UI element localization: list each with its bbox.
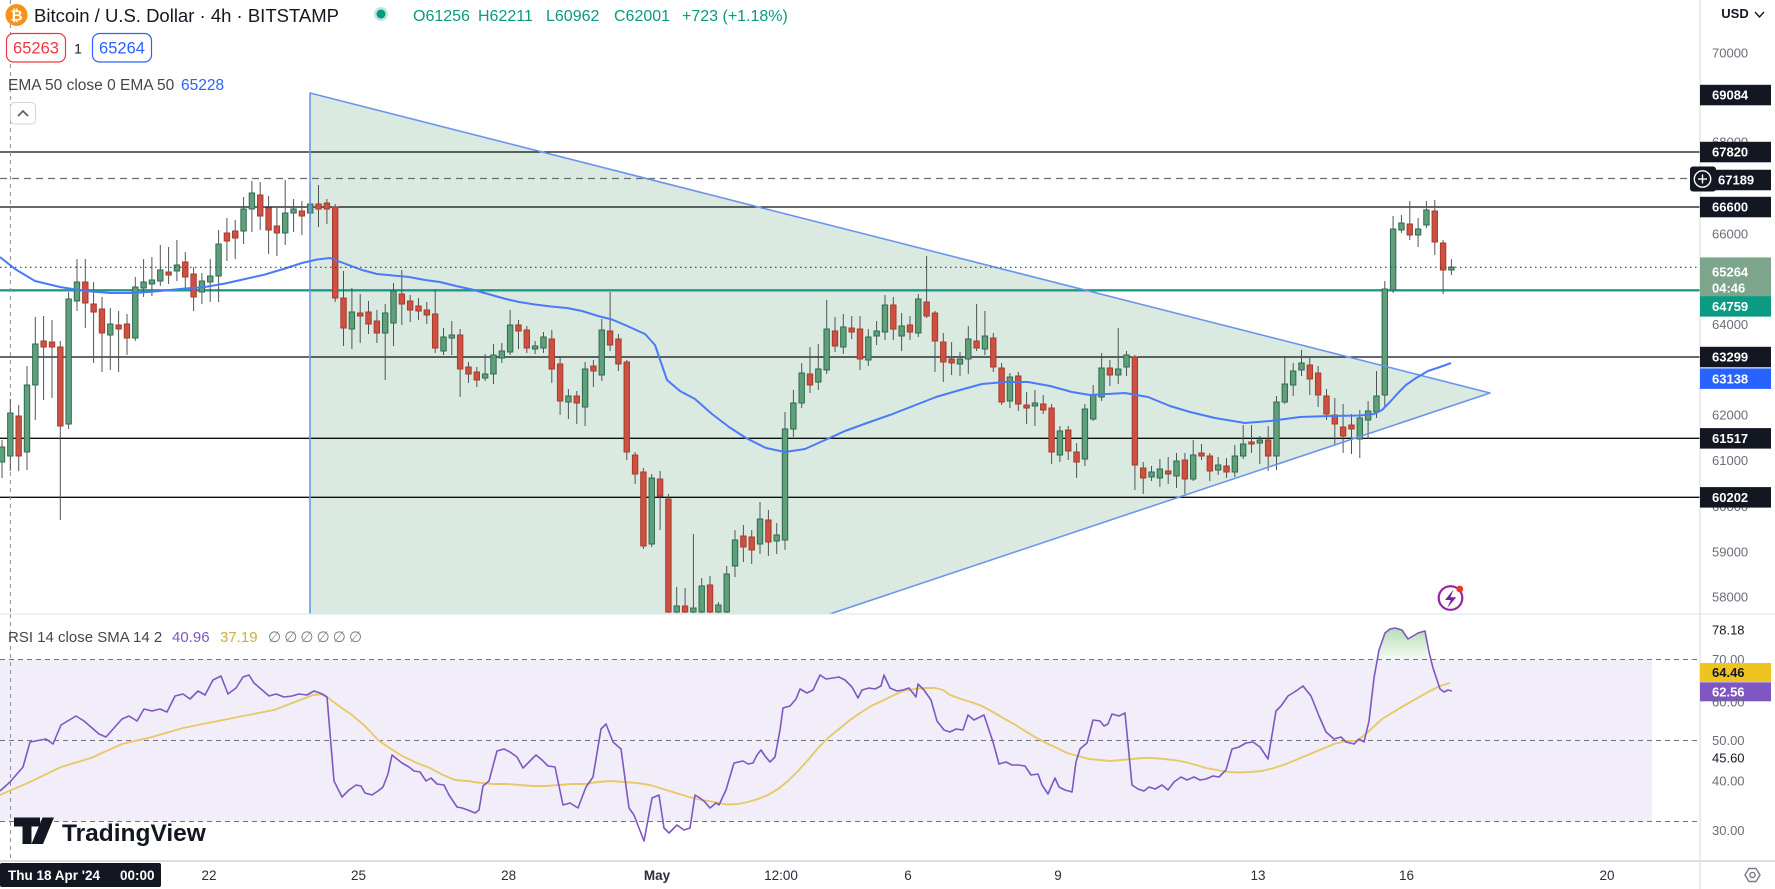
svg-text:∅: ∅ [333, 629, 346, 646]
svg-text:45.60: 45.60 [1712, 751, 1745, 766]
svg-text:16: 16 [1399, 868, 1414, 883]
svg-text:65264: 65264 [99, 40, 145, 58]
svg-text:20: 20 [1599, 868, 1614, 883]
svg-text:6: 6 [904, 868, 912, 883]
svg-text:58000: 58000 [1712, 590, 1748, 605]
svg-text:63299: 63299 [1712, 350, 1748, 365]
svg-text:70000: 70000 [1712, 46, 1748, 61]
svg-text:50.00: 50.00 [1712, 733, 1745, 748]
svg-text:∅: ∅ [284, 629, 297, 646]
svg-text:L60962: L60962 [546, 8, 599, 25]
svg-text:65263: 65263 [13, 40, 59, 58]
svg-text:00:00: 00:00 [120, 868, 155, 883]
svg-text:61000: 61000 [1712, 453, 1748, 468]
svg-text:1: 1 [74, 41, 82, 57]
svg-text:∅: ∅ [349, 629, 362, 646]
svg-text:78.18: 78.18 [1712, 623, 1745, 638]
svg-text:64759: 64759 [1712, 299, 1748, 314]
svg-text:59000: 59000 [1712, 544, 1748, 559]
svg-text:13: 13 [1250, 868, 1265, 883]
svg-text:∅: ∅ [317, 629, 330, 646]
svg-text:28: 28 [501, 868, 516, 883]
svg-text:66600: 66600 [1712, 200, 1748, 215]
svg-text:9: 9 [1054, 868, 1062, 883]
svg-text:C62001: C62001 [614, 8, 670, 25]
svg-text:64.46: 64.46 [1712, 665, 1745, 680]
svg-text:67189: 67189 [1718, 173, 1754, 188]
svg-text:40.96: 40.96 [172, 629, 210, 646]
svg-text:64000: 64000 [1712, 317, 1748, 332]
svg-text:+723 (+1.18%): +723 (+1.18%) [682, 8, 788, 25]
svg-text:63138: 63138 [1712, 371, 1748, 386]
svg-text:O61256: O61256 [413, 8, 470, 25]
svg-text:22: 22 [201, 868, 216, 883]
svg-text:37.19: 37.19 [220, 629, 258, 646]
svg-text:60202: 60202 [1712, 490, 1748, 505]
svg-text:62.56: 62.56 [1712, 685, 1745, 700]
svg-text:12:00: 12:00 [764, 868, 798, 883]
svg-text:EMA 50 close 0 EMA 50: EMA 50 close 0 EMA 50 [8, 77, 175, 94]
svg-text:30.00: 30.00 [1712, 823, 1745, 838]
svg-text:TradingView: TradingView [62, 820, 207, 847]
svg-text:RSI 14 close SMA 14 2: RSI 14 close SMA 14 2 [8, 629, 162, 646]
svg-text:66000: 66000 [1712, 226, 1748, 241]
svg-text:∅: ∅ [300, 629, 313, 646]
svg-text:₿: ₿ [10, 8, 22, 25]
svg-text:Bitcoin / U.S. Dollar · 4h · B: Bitcoin / U.S. Dollar · 4h · BITSTAMP [34, 5, 339, 26]
svg-text:May: May [644, 868, 671, 883]
svg-text:67820: 67820 [1712, 145, 1748, 160]
svg-text:65228: 65228 [181, 77, 224, 94]
svg-text:Thu 18 Apr '24: Thu 18 Apr '24 [8, 868, 100, 883]
svg-text:25: 25 [351, 868, 366, 883]
svg-text:69084: 69084 [1712, 88, 1749, 103]
svg-text:60.00: 60.00 [1712, 695, 1745, 710]
svg-text:H62211: H62211 [478, 8, 533, 25]
svg-text:04:46: 04:46 [1712, 281, 1745, 296]
svg-text:61517: 61517 [1712, 431, 1748, 446]
svg-text:∅: ∅ [268, 629, 281, 646]
svg-text:USD: USD [1721, 6, 1748, 21]
svg-text:40.00: 40.00 [1712, 773, 1745, 788]
svg-text:62000: 62000 [1712, 408, 1748, 423]
svg-text:65264: 65264 [1712, 265, 1749, 280]
